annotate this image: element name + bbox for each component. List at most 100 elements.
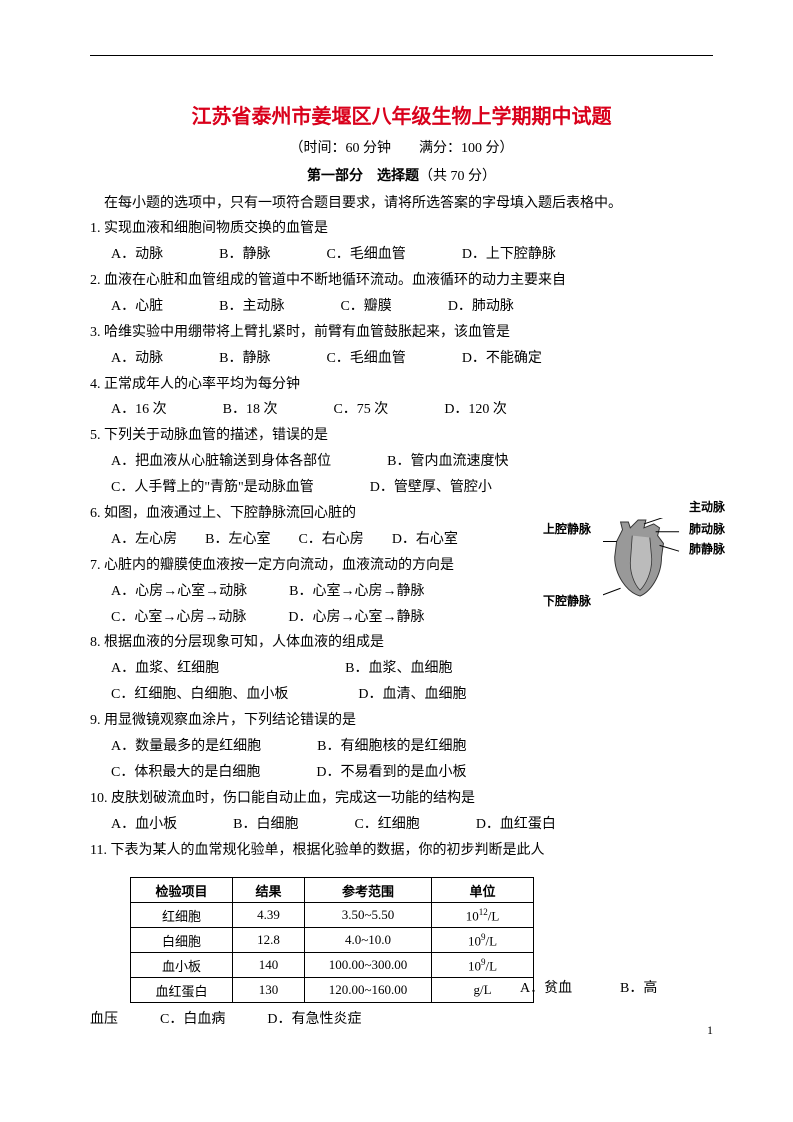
cell: 12.8 bbox=[233, 928, 305, 953]
exam-subtitle: （时间：60 分钟 满分：100 分） bbox=[90, 137, 713, 157]
label-aorta: 主动脉 bbox=[689, 498, 725, 515]
page-number: 1 bbox=[707, 1023, 713, 1038]
heart-icon bbox=[603, 518, 681, 600]
q3-opt-b: B．静脉 bbox=[219, 351, 270, 366]
q11-opt-b-prefix: B．高 bbox=[620, 976, 657, 1002]
section-label: 第一部分 选择题 bbox=[307, 169, 419, 184]
q1-opt-d: D．上下腔静脉 bbox=[462, 247, 556, 262]
q3-opt-a: A．动脉 bbox=[111, 351, 163, 366]
cell: 1012/L bbox=[432, 903, 534, 928]
q9-stem: 9. 用显微镜观察血涂片，下列结论错误的是 bbox=[90, 708, 713, 734]
unit-suffix: /L bbox=[488, 908, 500, 923]
th-result: 结果 bbox=[233, 878, 305, 903]
q4-opt-d: D．120 次 bbox=[444, 402, 507, 417]
cell: 红细胞 bbox=[131, 903, 233, 928]
q2-opt-d: D．肺动脉 bbox=[448, 299, 514, 314]
q2-options: A．心脏 B．主动脉 C．瓣膜 D．肺动脉 bbox=[90, 294, 713, 320]
q6-opt-d: D．右心室 bbox=[392, 532, 458, 547]
q2-opt-a: A．心脏 bbox=[111, 299, 163, 314]
q8-opt-a: A．血浆、红细胞 bbox=[111, 661, 219, 676]
instructions: 在每小题的选项中，只有一项符合题目要求，请将所选答案的字母填入题后表格中。 bbox=[90, 191, 713, 216]
table-row: 血红蛋白 130 120.00~160.00 g/L bbox=[131, 978, 534, 1003]
q5-stem: 5. 下列关于动脉血管的描述，错误的是 bbox=[90, 423, 713, 449]
q9-opt-a: A．数量最多的是红细胞 bbox=[111, 739, 261, 754]
q11-opt-d: D．有急性炎症 bbox=[267, 1012, 361, 1027]
q9-options: A．数量最多的是红细胞 B．有细胞核的是红细胞 C．体积最大的是白细胞 D．不易… bbox=[90, 734, 713, 786]
q3-opt-d: D．不能确定 bbox=[462, 351, 542, 366]
q3-opt-c: C．毛细血管 bbox=[326, 351, 405, 366]
q5-opt-a: A．把血液从心脏输送到身体各部位 bbox=[111, 454, 331, 469]
q11-opt-c: C．白血病 bbox=[160, 1012, 225, 1027]
label-sup-vena: 上腔静脉 bbox=[543, 520, 591, 537]
q4-opt-c: C．75 次 bbox=[333, 402, 388, 417]
q11-tail-line: 血压 C．白血病 D．有急性炎症 bbox=[90, 1007, 713, 1033]
q8-stem: 8. 根据血液的分层现象可知，人体血液的组成是 bbox=[90, 630, 713, 656]
q10-opt-a: A．血小板 bbox=[111, 817, 177, 832]
cell: 白细胞 bbox=[131, 928, 233, 953]
unit-suffix: /L bbox=[485, 933, 497, 948]
unit-base: 10 bbox=[468, 958, 481, 973]
q2-opt-b: B．主动脉 bbox=[219, 299, 284, 314]
q8-opt-b: B．血浆、血细胞 bbox=[345, 661, 452, 676]
q11-stem: 11. 下表为某人的血常规化验单，根据化验单的数据，你的初步判断是此人 bbox=[90, 838, 713, 864]
q4-opt-a: A．16 次 bbox=[111, 402, 167, 417]
q2-stem: 2. 血液在心脏和血管组成的管道中不断地循环流动。血液循环的动力主要来自 bbox=[90, 268, 713, 294]
q7-opt-b: B．心室→心房→静脉 bbox=[289, 584, 424, 599]
label-pulm-vein: 肺静脉 bbox=[689, 540, 725, 557]
cell: 109/L bbox=[432, 953, 534, 978]
cell: 血小板 bbox=[131, 953, 233, 978]
th-range: 参考范围 bbox=[305, 878, 432, 903]
cell: 4.39 bbox=[233, 903, 305, 928]
q7-opt-c: C．心室→心房→动脉 bbox=[111, 610, 246, 625]
q4-stem: 4. 正常成年人的心率平均为每分钟 bbox=[90, 372, 713, 398]
cell: 4.0~10.0 bbox=[305, 928, 432, 953]
blood-table: 检验项目 结果 参考范围 单位 红细胞 4.39 3.50~5.50 1012/… bbox=[130, 877, 534, 1003]
cell: 120.00~160.00 bbox=[305, 978, 432, 1003]
section-score: （共 70 分） bbox=[419, 169, 496, 184]
q5-opt-b: B．管内血流速度快 bbox=[387, 454, 508, 469]
exam-title: 江苏省泰州市姜堰区八年级生物上学期期中试题 bbox=[90, 100, 713, 129]
q5-options: A．把血液从心脏输送到身体各部位 B．管内血流速度快 C．人手臂上的"青筋"是动… bbox=[90, 449, 713, 501]
q4-options: A．16 次 B．18 次 C．75 次 D．120 次 bbox=[90, 397, 713, 423]
q3-options: A．动脉 B．静脉 C．毛细血管 D．不能确定 bbox=[90, 346, 713, 372]
cell: 3.50~5.50 bbox=[305, 903, 432, 928]
q4-opt-b: B．18 次 bbox=[223, 402, 278, 417]
table-row: 血小板 140 100.00~300.00 109/L bbox=[131, 953, 534, 978]
unit-base: g/L bbox=[473, 982, 491, 997]
q1-stem: 1. 实现血液和细胞间物质交换的血管是 bbox=[90, 216, 713, 242]
q9-opt-d: D．不易看到的是血小板 bbox=[316, 765, 466, 780]
q10-stem: 10. 皮肤划破流血时，伤口能自动止血，完成这一功能的结构是 bbox=[90, 786, 713, 812]
q1-opt-b: B．静脉 bbox=[219, 247, 270, 262]
q6-opt-c: C．右心房 bbox=[298, 532, 363, 547]
unit-suffix: /L bbox=[485, 958, 497, 973]
q1-opt-a: A．动脉 bbox=[111, 247, 163, 262]
unit-sup: 12 bbox=[479, 907, 488, 917]
q9-opt-b: B．有细胞核的是红细胞 bbox=[317, 739, 466, 754]
q2-opt-c: C．瓣膜 bbox=[340, 299, 391, 314]
table-row: 白细胞 12.8 4.0~10.0 109/L bbox=[131, 928, 534, 953]
heart-diagram: 主动脉 肺动脉 肺静脉 上腔静脉 下腔静脉 bbox=[563, 500, 723, 630]
q7-opt-a: A．心房→心室→动脉 bbox=[111, 584, 247, 599]
cell: 109/L bbox=[432, 928, 534, 953]
q10-options: A．血小板 B．白细胞 C．红细胞 D．血红蛋白 bbox=[90, 812, 713, 838]
q1-opt-c: C．毛细血管 bbox=[326, 247, 405, 262]
q11-opt-a: A．贫血 bbox=[520, 976, 572, 1002]
section-title: 第一部分 选择题（共 70 分） bbox=[90, 165, 713, 185]
unit-base: 10 bbox=[466, 908, 479, 923]
q3-stem: 3. 哈维实验中用绷带将上臂扎紧时，前臂有血管鼓胀起来，该血管是 bbox=[90, 320, 713, 346]
label-inf-vena: 下腔静脉 bbox=[543, 592, 591, 609]
q6-opt-b: B．左心室 bbox=[205, 532, 270, 547]
cell: 140 bbox=[233, 953, 305, 978]
q11-opt-b-cont: 血压 bbox=[90, 1012, 118, 1027]
unit-base: 10 bbox=[468, 933, 481, 948]
q5-opt-d: D．管壁厚、管腔小 bbox=[370, 480, 492, 495]
label-pulm-artery: 肺动脉 bbox=[689, 520, 725, 537]
q10-opt-d: D．血红蛋白 bbox=[476, 817, 556, 832]
q10-opt-c: C．红细胞 bbox=[354, 817, 419, 832]
cell: 血红蛋白 bbox=[131, 978, 233, 1003]
q9-opt-c: C．体积最大的是白细胞 bbox=[111, 765, 260, 780]
cell: 130 bbox=[233, 978, 305, 1003]
q6-opt-a: A．左心房 bbox=[111, 532, 177, 547]
top-rule bbox=[90, 55, 713, 56]
q5-opt-c: C．人手臂上的"青筋"是动脉血管 bbox=[111, 480, 314, 495]
